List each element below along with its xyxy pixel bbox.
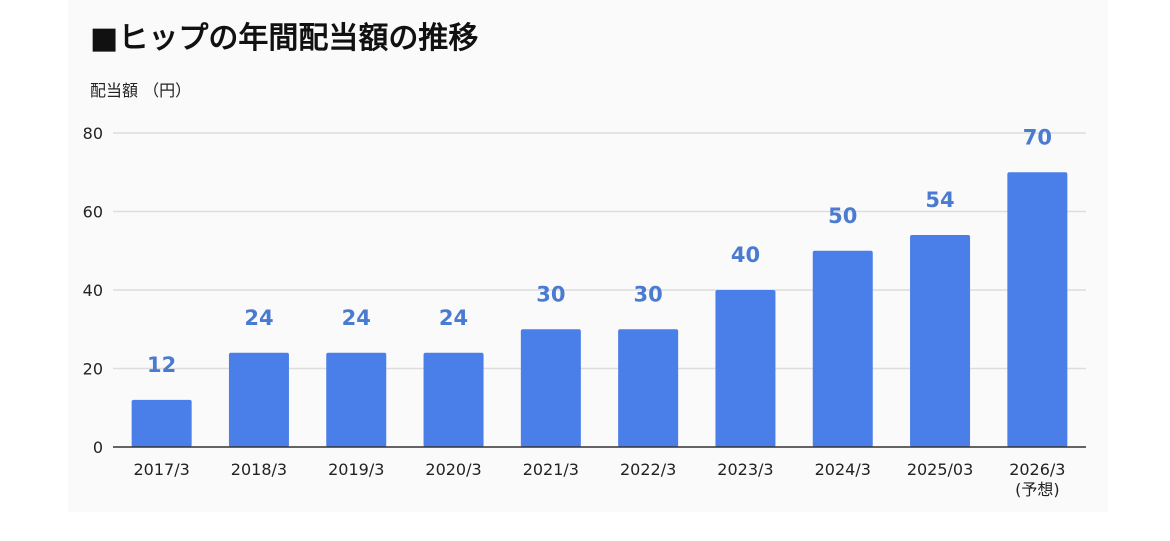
bar — [520, 329, 581, 447]
data-label: 30 — [634, 282, 663, 306]
data-label: 54 — [925, 188, 954, 212]
x-tick-labels: 2017/3 2018/3 2019/3 2020/3 2021/3 2022/3 2023… — [134, 460, 1066, 499]
y-tick-label: 60 — [83, 203, 103, 222]
data-label: 30 — [536, 282, 565, 306]
x-tick-label: 2026/3 — [1009, 460, 1065, 479]
y-tick-label: 40 — [83, 281, 103, 300]
bar — [1007, 172, 1068, 447]
y-tick-labels: 0 20 40 60 80 — [83, 124, 103, 457]
bars — [131, 172, 1068, 447]
data-label: 12 — [147, 353, 176, 377]
data-labels: 12 24 24 24 30 30 40 50 54 70 — [147, 125, 1052, 377]
bar — [715, 290, 776, 447]
chart-title: ■ヒップの年間配当額の推移 — [90, 21, 478, 56]
bar — [910, 235, 971, 447]
y-tick-label: 0 — [93, 438, 103, 457]
data-label: 24 — [244, 306, 273, 330]
y-tick-label: 80 — [83, 124, 103, 143]
bar — [618, 329, 679, 447]
x-tick-label: 2020/3 — [425, 460, 481, 479]
x-tick-label: 2017/3 — [134, 460, 190, 479]
x-tick-label: 2024/3 — [815, 460, 871, 479]
data-label: 24 — [342, 306, 371, 330]
x-tick-label: 2025/03 — [907, 460, 973, 479]
data-label: 24 — [439, 306, 468, 330]
bar — [812, 250, 873, 447]
x-tick-label: 2023/3 — [717, 460, 773, 479]
bar — [228, 352, 289, 447]
y-axis-label: 配当額 （円） — [90, 81, 191, 100]
data-label: 40 — [731, 243, 760, 267]
bar — [326, 352, 387, 447]
data-label: 50 — [828, 204, 857, 228]
y-tick-label: 20 — [83, 360, 103, 379]
x-tick-label: 2018/3 — [231, 460, 287, 479]
data-label: 70 — [1023, 125, 1052, 149]
bar — [423, 352, 484, 447]
x-tick-sublabel: (予想) — [1015, 480, 1060, 499]
bar — [131, 399, 192, 447]
x-tick-label: 2021/3 — [523, 460, 579, 479]
x-tick-label: 2022/3 — [620, 460, 676, 479]
x-tick-label: 2019/3 — [328, 460, 384, 479]
